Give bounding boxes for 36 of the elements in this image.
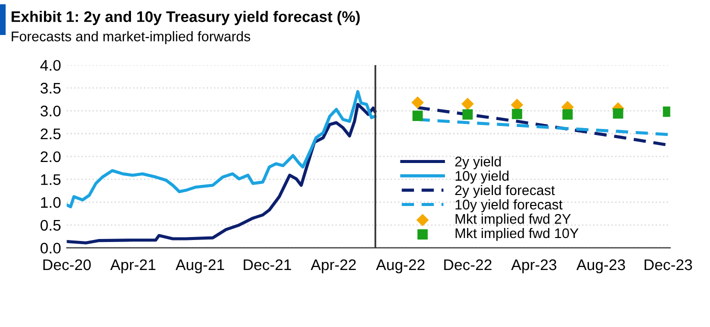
legend-label: 2y yield forecast <box>455 184 555 198</box>
x-tick-label: Dec-21 <box>244 259 292 270</box>
point <box>462 109 473 120</box>
y-tick-label: 0.0 <box>40 242 61 254</box>
chart-title: Exhibit 1: 2y and 10y Treasury yield forecast (%) <box>12 10 360 26</box>
x-tick-label: Dec-20 <box>43 259 91 270</box>
x-tick-label: Apr-23 <box>511 259 556 274</box>
y-tick-label: 3.0 <box>40 106 61 116</box>
legend-label: 2y yield <box>455 156 501 170</box>
y-tick-label: 2.5 <box>40 128 61 140</box>
x-tick-label: Aug-22 <box>376 259 424 274</box>
legend-label: Mkt implied fwd 2Y <box>456 214 571 227</box>
y-tick-label: 1.5 <box>41 174 61 186</box>
line-series <box>66 90 376 208</box>
point <box>562 109 573 120</box>
x-tick-label: Dec-23 <box>644 259 692 270</box>
y-tick-label: 0.5 <box>40 220 61 231</box>
legend-label: Mkt implied fwd 10Y <box>456 228 579 241</box>
x-tick-label: Dec-22 <box>444 259 492 270</box>
legend-label: 10y yield <box>456 170 508 184</box>
y-tick-label: 4.0 <box>40 60 61 71</box>
point <box>412 110 423 121</box>
line-series <box>66 102 376 244</box>
x-tick-label: Apr-22 <box>310 259 356 274</box>
x-tick-label: Aug-23 <box>576 259 626 274</box>
legend-label: 10y yield forecast <box>456 199 563 212</box>
y-tick-label: 2.0 <box>40 151 61 162</box>
point <box>411 96 424 109</box>
chart-subtitle: Forecasts and market-implied forwards <box>12 31 250 44</box>
y-tick-label: 1.0 <box>41 197 61 208</box>
x-tick-label: Apr-21 <box>110 259 156 274</box>
y-tick-label: 3.5 <box>40 82 61 94</box>
point <box>512 108 522 120</box>
point <box>612 108 624 119</box>
x-tick-label: Aug-21 <box>176 259 224 274</box>
point <box>461 98 474 110</box>
